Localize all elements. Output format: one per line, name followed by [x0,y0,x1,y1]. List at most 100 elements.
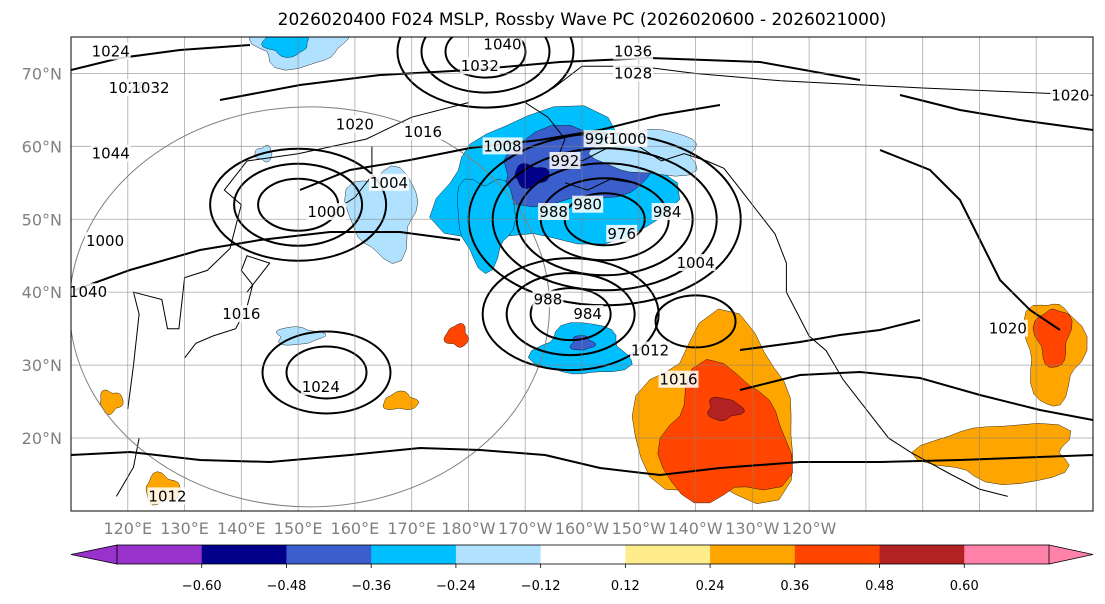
y-tick-label: 30°N [22,356,62,375]
contour-label-bg [572,305,604,323]
colorbar-swatch [455,545,542,564]
contour-label: 1012 [631,342,669,360]
contour-label: 1004 [370,174,408,192]
contour-label-bg [482,37,523,53]
y-tick-label: 40°N [22,283,62,302]
contour-label: 1024 [302,378,340,396]
isobar [420,37,551,94]
x-tick-label: 150°E [274,519,323,538]
coastline [184,255,271,359]
colorbar-tick-label: 0.48 [865,579,894,594]
x-tick-label: 140°W [668,519,723,538]
contour-label: 1012 [148,487,186,505]
coastline [127,102,469,409]
contour-label-bg [130,79,171,97]
contour-label-bg [90,144,131,162]
contour-label-bg [403,122,444,140]
contour-label-bg [532,290,564,308]
coastline [865,408,1008,497]
colorbar-extend-low [70,544,118,565]
contour-label: 1020 [336,116,374,134]
colorbar-swatch [117,545,203,564]
isobar [71,446,546,464]
contour-label: 1036 [614,43,652,61]
x-tick-label: 160°E [331,519,380,538]
contour-label: 1032 [131,79,169,97]
contour-label-bg [613,42,654,60]
map-frame [70,36,1094,512]
contour-label-bg [630,341,671,359]
isobar [71,44,251,71]
contour-label: 1028 [614,64,652,82]
contour-label: 1044 [92,145,130,163]
isobar [899,94,1093,131]
contour-label-bg [607,130,648,148]
colorbar-swatch [879,545,965,564]
contour-label: 992 [551,152,580,170]
contour-label: 976 [607,225,636,243]
contour-label: 1024 [92,43,130,61]
contour-label-bg [572,195,604,213]
colorbar-tick-label: −0.48 [267,579,307,594]
contour-label: 1016 [222,305,260,323]
contour-label-bg [1050,86,1091,104]
isobar [879,149,1061,331]
isobar [544,454,1093,477]
shaded-region [443,323,470,348]
colorbar-swatch [710,545,796,564]
isobar [739,370,1093,421]
contour-label-bg [147,487,188,505]
contour-label-bg [459,57,500,75]
x-tick-label: 130°E [160,519,209,538]
contour-label-bg [90,42,131,60]
contour-label: 1032 [461,57,499,75]
colorbar-swatch [794,545,881,564]
colorbar-swatch [625,545,711,564]
contour-label-bg [482,137,523,155]
contour-label-bg [658,370,699,388]
coastline [115,438,140,497]
contour-label: 984 [573,305,602,323]
x-tick-label: 170°W [498,519,553,538]
isobar [481,257,660,372]
contour-label: 988 [539,203,568,221]
contour-label-bg [606,224,638,242]
colorbar-tick-label: 0.24 [696,579,725,594]
coastline [564,178,634,191]
contour-label: 988 [534,291,563,309]
colorbar-tick-label: −0.24 [436,579,476,594]
contour-label-bg [613,64,654,82]
contour-label-bg [300,378,341,396]
contour-label: 1008 [483,137,521,155]
contour-label: 1040 [483,35,521,53]
y-tick-label: 60°N [22,137,62,156]
y-tick-label: 50°N [22,210,62,229]
colorbar-extend-high [1048,544,1094,565]
contour-label-bg [221,305,262,323]
contour-label-bg [583,130,615,148]
colorbar-tick-label: 0.12 [611,579,640,594]
isobar [285,345,368,400]
isobar [261,330,392,415]
contour-label: 1020 [989,320,1027,338]
contour-label: 1016 [659,371,697,389]
isobar [529,287,612,342]
contour-label-bg [549,151,581,169]
contour-label: 980 [573,196,602,214]
x-tick-label: 170°E [387,519,436,538]
x-tick-label: 130°W [725,519,780,538]
contour-label: 1000 [86,232,124,250]
axis-tick-labels: 120°E 130°E 140°E 150°E 160°E 170°E 180°W 170°W… [22,64,837,538]
contour-label-bg [306,203,347,221]
colorbar-swatch [201,545,287,564]
colorbar-outline [116,544,1050,565]
shaded-region [382,390,419,410]
shaded-region [707,396,745,421]
contour-label: 996 [585,130,614,148]
contour-label: 1020 [1051,86,1089,104]
colorbar-swatch [286,545,372,564]
shaded-region [100,389,124,415]
isobar [74,231,461,291]
